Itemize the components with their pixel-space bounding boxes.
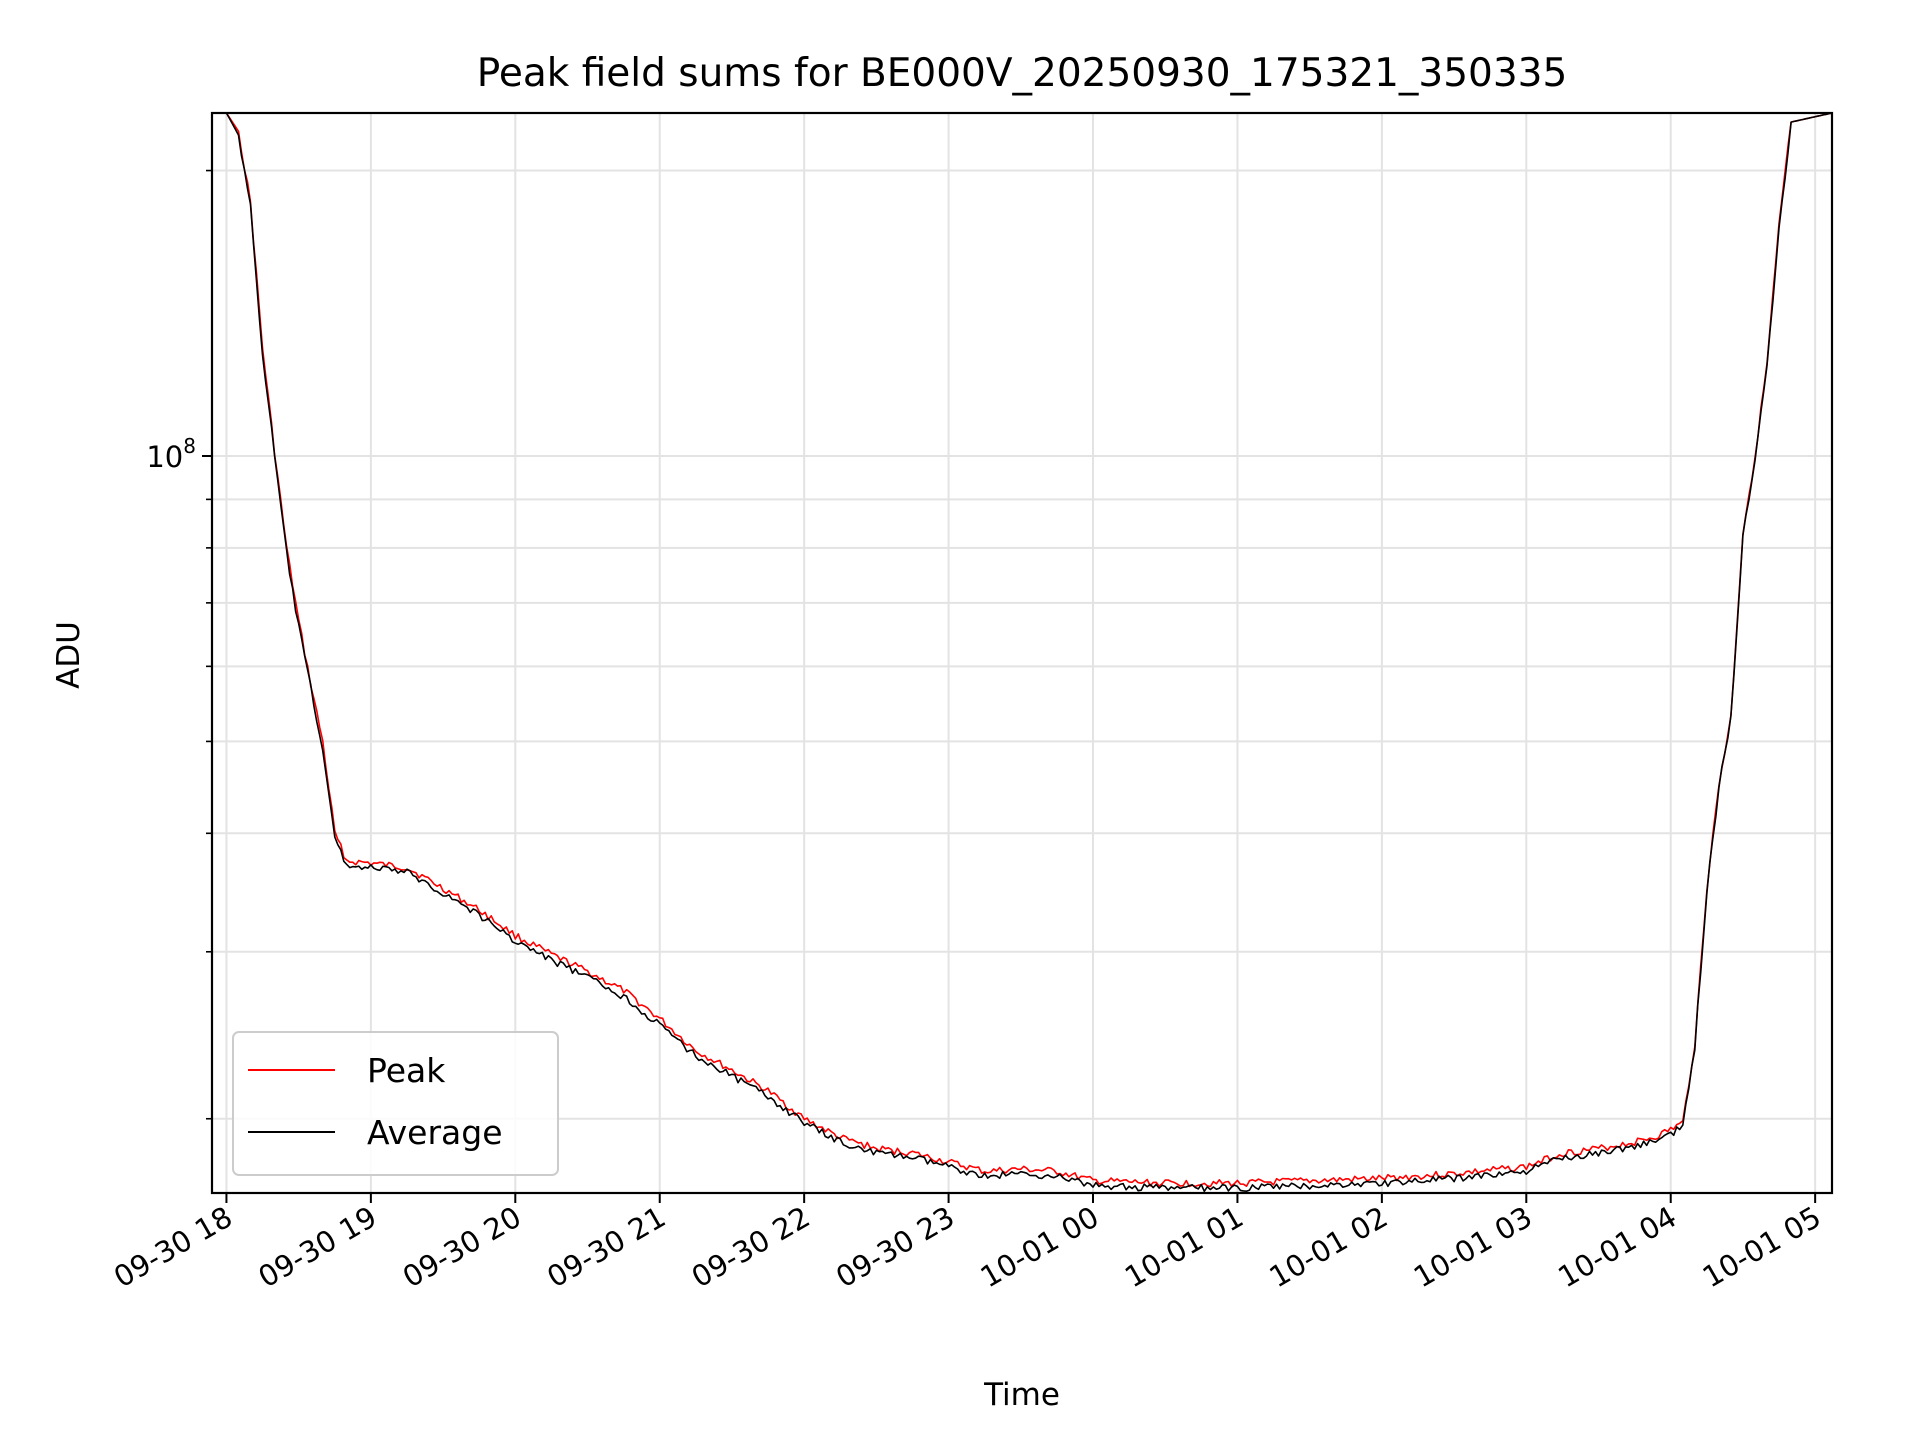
series-line-average (212, 113, 1832, 1193)
legend-label-average: Average (367, 1113, 503, 1152)
grid (212, 113, 1832, 1193)
legend-box (232, 1031, 559, 1176)
chart-title: Peak field sums for BE000V_20250930_1753… (477, 51, 1568, 96)
x-axis-title: Time (983, 1377, 1060, 1413)
legend: Peak Average (232, 1031, 559, 1176)
series-lines (212, 113, 1832, 1193)
legend-label-peak: Peak (367, 1051, 446, 1090)
y-axis-title: ADU (51, 621, 87, 689)
plot-frame (210, 111, 1834, 1195)
series-line-peak (212, 113, 1832, 1188)
